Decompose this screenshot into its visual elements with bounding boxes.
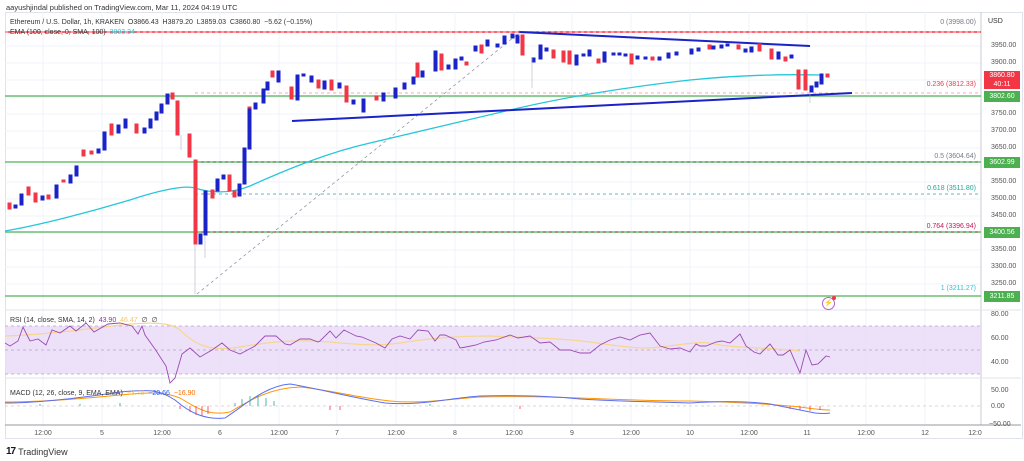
rsi-value: 43.90 xyxy=(98,317,117,324)
price-axis-label: 3950.00 xyxy=(991,42,1017,49)
ohlc-open: O3866.43 xyxy=(127,19,159,26)
rsi-sma-line xyxy=(4,322,801,352)
symbol-title[interactable]: Ethereum / U.S. Dollar, 1h, KRAKEN xyxy=(10,19,124,26)
macd-axis-label: −50.00 xyxy=(989,421,1011,428)
macd-signal-value: −16.90 xyxy=(173,390,196,397)
brand-name: TradingView xyxy=(18,446,68,457)
ema-legend-value: 3803.34 xyxy=(109,29,135,36)
fib-label-1: 1 (3211.27) xyxy=(940,285,976,292)
ohlc-close: C3860.80 xyxy=(229,19,261,26)
price-axis-label: 3900.00 xyxy=(991,59,1017,66)
price-axis-label: 3250.00 xyxy=(991,280,1017,287)
ohlc-low: L3859.03 xyxy=(196,19,226,26)
level-tag-3802: 3802.60 xyxy=(984,91,1020,102)
level-tag-3602: 3602.99 xyxy=(984,157,1020,168)
price-axis-label: 3650.00 xyxy=(991,144,1017,151)
macd-legend[interactable]: MACD (12, 26, close, 9, EMA, EMA) −3.75 … xyxy=(10,390,196,397)
rsi-axis-label: 80.00 xyxy=(991,311,1009,318)
rsi-axis-label: 40.00 xyxy=(991,359,1009,366)
macd-histogram xyxy=(39,395,821,416)
macd-axis-label: 50.00 xyxy=(991,387,1009,394)
rsi-legend[interactable]: RSI (14, close, SMA, 14, 2) 43.90 46.47 … xyxy=(10,317,158,324)
tradingview-footer[interactable]: 17 TradingView xyxy=(6,446,68,457)
rsi-line xyxy=(4,322,831,384)
fib-label-0236: 0.236 (3812.33) xyxy=(926,81,976,88)
fib-label-0618: 0.618 (3511.80) xyxy=(927,185,976,192)
ohlc-high: H3879.20 xyxy=(162,19,193,26)
fib-label-05: 0.5 (3604.64) xyxy=(934,153,976,160)
rsi-sma-value: 46.47 xyxy=(120,317,138,324)
macd-hist-value: −3.75 xyxy=(126,390,145,397)
currency-label[interactable]: USD xyxy=(988,18,1003,25)
lower-trendline xyxy=(291,92,853,122)
price-axis-label: 3450.00 xyxy=(991,212,1017,219)
tradingview-logo-icon: 17 xyxy=(6,446,16,457)
level-tag-3211: 3211.85 xyxy=(984,291,1020,302)
macd-axis-label: 0.00 xyxy=(991,403,1005,410)
ema-100-line xyxy=(4,74,821,232)
fib-label-0: 0 (3998.00) xyxy=(940,19,976,26)
fib-label-0764: 0.764 (3396.94) xyxy=(926,223,976,230)
alert-icon[interactable]: ⚡ xyxy=(822,296,836,310)
rsi-axis-label: 60.00 xyxy=(991,335,1009,342)
level-tag-3400: 3400.56 xyxy=(984,227,1020,238)
current-price-tag: 3860.80 40:11 xyxy=(984,71,1020,89)
price-change: −5.62 (−0.15%) xyxy=(264,19,313,26)
price-axis-label: 3750.00 xyxy=(991,110,1017,117)
upper-trendline xyxy=(518,31,811,47)
price-axis-label: 3550.00 xyxy=(991,178,1017,185)
price-axis-label: 3500.00 xyxy=(991,195,1017,202)
price-axis-label: 3300.00 xyxy=(991,263,1017,270)
chart-legend: Ethereum / U.S. Dollar, 1h, KRAKEN O3866… xyxy=(10,18,312,38)
macd-line xyxy=(4,383,831,419)
publisher-line: aayushjindal published on TradingView.co… xyxy=(6,3,238,12)
ema-legend-label[interactable]: EMA (100, close, 0, SMA, 100) xyxy=(10,29,106,36)
macd-value: −20.66 xyxy=(148,390,170,397)
price-axis-label: 3700.00 xyxy=(991,127,1017,134)
candlesticks xyxy=(7,30,830,294)
price-axis-label: 3350.00 xyxy=(991,246,1017,253)
